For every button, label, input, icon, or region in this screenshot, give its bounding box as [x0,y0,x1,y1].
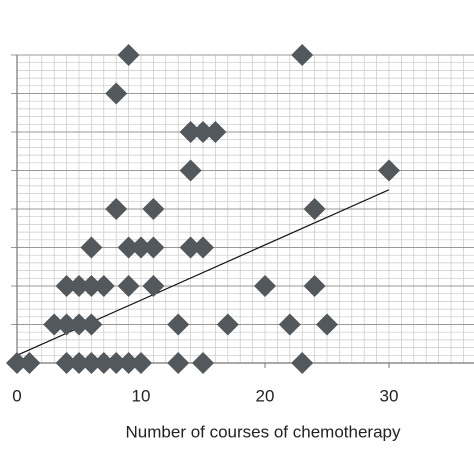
point [192,352,214,374]
point [68,313,90,336]
x-tick-label: 30 [380,386,399,405]
point [80,275,103,297]
point [55,275,78,297]
point [117,44,140,66]
x-tick-label: 10 [132,386,151,405]
point [179,236,202,259]
point [105,352,128,374]
x-axis-label: Number of courses of chemotherapy [126,422,401,441]
point [179,121,202,143]
point [192,236,214,259]
point [378,159,400,182]
point [105,82,128,105]
point [278,313,301,336]
point [192,121,214,143]
point [80,236,103,259]
point [55,313,78,336]
point [167,313,190,336]
point [130,352,152,374]
point [291,44,314,66]
point [130,236,152,259]
point [303,198,326,220]
point [204,121,227,143]
point [80,313,103,336]
point [80,352,103,374]
point [117,352,140,374]
point [142,275,165,297]
point [18,352,41,374]
point [254,275,276,297]
point [291,352,314,374]
point [92,275,115,297]
point [6,352,28,374]
point [216,313,239,336]
point [167,352,190,374]
point [142,198,165,220]
point [68,352,90,374]
x-tick-label: 20 [256,386,275,405]
point [316,313,338,336]
point [55,352,78,374]
point [117,275,140,297]
point [105,198,128,220]
point [179,159,202,182]
point [43,313,66,336]
point [142,236,165,259]
point [303,275,326,297]
point [68,275,90,297]
x-tick-label: 0 [12,386,21,405]
point [117,236,140,259]
point [92,352,115,374]
